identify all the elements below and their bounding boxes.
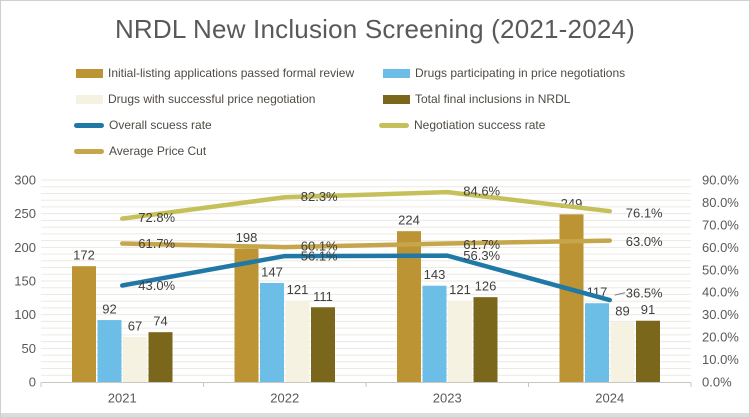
right-axis-tick-label: 20.0% — [702, 330, 739, 345]
bar-data-label: 91 — [641, 302, 655, 317]
legend-swatch-negotiation-success-rate — [379, 122, 409, 128]
line-series-1 — [120, 253, 612, 303]
legend-swatch-final-inclusions — [383, 94, 410, 104]
line-data-label: 60.1% — [301, 239, 338, 254]
legend-item-successful-negotiation: Drugs with successful price negotiation — [76, 91, 315, 107]
line-data-label: 76.1% — [626, 206, 663, 221]
left-axis-tick-label: 0 — [29, 375, 36, 390]
left-axis-tick-label: 300 — [14, 173, 36, 188]
legend-swatch-overall-success-rate — [74, 122, 104, 128]
legend-swatch-average-price-cut — [74, 148, 104, 154]
bar-2-2021 — [97, 320, 122, 382]
line-data-label: 72.8% — [138, 210, 175, 225]
x-axis-category-label: 2022 — [270, 391, 299, 406]
left-axis-tick-label: 250 — [14, 206, 36, 221]
legend-label: Average Price Cut — [109, 144, 207, 158]
bar-4-2021 — [148, 332, 173, 382]
line-data-label: 61.7% — [463, 237, 500, 252]
bar-3-2022 — [285, 300, 310, 382]
x-axis-category-label: 2024 — [595, 391, 624, 406]
bar-data-label: 147 — [261, 265, 283, 280]
bar-data-label: 67 — [128, 318, 142, 333]
legend-item-average-price-cut: Average Price Cut — [74, 143, 206, 159]
bar-3-2023 — [448, 300, 472, 382]
line-data-label: 63.0% — [626, 234, 663, 249]
legend-swatch-initial-listing — [76, 68, 103, 78]
legend-item-overall-success-rate: Overall scuess rate — [74, 117, 212, 133]
bar-3-2021 — [123, 336, 147, 382]
bar-data-label: 126 — [475, 279, 497, 294]
left-axis-tick-label: 100 — [14, 307, 36, 322]
line-data-label: 56.3% — [463, 248, 500, 263]
bottom-border-strip — [1, 413, 749, 417]
bar-1-2021 — [72, 266, 96, 382]
bar-data-label: 92 — [102, 302, 116, 317]
right-axis-tick-label: 10.0% — [702, 352, 739, 367]
bar-data-label: 121 — [449, 282, 471, 297]
left-axis-tick-label: 200 — [14, 240, 36, 255]
right-axis-tick-label: 70.0% — [702, 217, 739, 232]
bar-3-2024 — [610, 322, 635, 382]
bar-data-label: 89 — [615, 304, 629, 319]
bar-data-label: 224 — [398, 213, 420, 228]
legend-swatch-price-negotiations — [383, 68, 410, 78]
line-data-label: 56.1% — [301, 249, 338, 264]
right-axis-tick-label: 60.0% — [702, 240, 739, 255]
chart-title: NRDL New Inclusion Screening (2021-2024) — [114, 14, 636, 44]
right-axis-tick-label: 0.0% — [702, 375, 732, 390]
legend-label: Initial-listing applications passed form… — [108, 66, 355, 80]
bar-4-2024 — [636, 320, 660, 382]
bar-4-2023 — [473, 297, 498, 382]
legend-item-price-negotiations: Drugs participating in price negotiation… — [383, 65, 625, 81]
x-axis-category-label: 2021 — [108, 391, 137, 406]
bar-data-label: 172 — [73, 248, 95, 263]
bar-2-2023 — [422, 285, 447, 382]
legend-item-final-inclusions: Total final inclusions in NRDL — [383, 91, 570, 107]
legend-label: Total final inclusions in NRDL — [415, 92, 571, 106]
right-axis-tick-label: 30.0% — [702, 307, 739, 322]
legend-label: Overall scuess rate — [109, 118, 212, 132]
right-axis-tick-label: 80.0% — [702, 195, 739, 210]
bar-4-2022 — [311, 307, 335, 382]
line-series-2 — [120, 189, 612, 221]
x-axis-category-label: 2023 — [433, 391, 462, 406]
legend-label: Drugs with successful price negotiation — [108, 92, 316, 106]
line-data-label: 61.7% — [138, 236, 175, 251]
bar-data-label: 143 — [424, 267, 446, 282]
right-axis-tick-label: 50.0% — [702, 262, 739, 277]
bar-1-2022 — [234, 248, 259, 382]
data-label-leader-line — [614, 292, 626, 296]
bar-data-label: 121 — [287, 282, 309, 297]
line-data-label: 43.0% — [138, 278, 175, 293]
legend-item-negotiation-success-rate: Negotiation success rate — [379, 117, 545, 133]
bar-data-label: 198 — [236, 230, 258, 245]
left-axis-tick-label: 150 — [14, 274, 36, 289]
bar-2-2022 — [260, 283, 284, 382]
line-data-label: 82.3% — [301, 189, 338, 204]
line-data-label: 84.6% — [463, 184, 500, 199]
legend-item-initial-listing: Initial-listing applications passed form… — [76, 65, 354, 81]
legend-label: Negotiation success rate — [414, 118, 546, 132]
bar-2-2024 — [585, 303, 609, 382]
bar-data-label: 111 — [313, 289, 333, 304]
legend-label: Drugs participating in price negotiation… — [415, 66, 626, 80]
left-axis-tick-label: 50 — [22, 341, 36, 356]
right-axis-tick-label: 90.0% — [702, 173, 739, 188]
line-data-label: 36.5% — [626, 286, 663, 301]
line-series-3 — [120, 238, 612, 250]
right-axis-tick-label: 40.0% — [702, 285, 739, 300]
bar-data-label: 74 — [153, 314, 167, 329]
legend-swatch-successful-negotiation — [76, 94, 103, 104]
